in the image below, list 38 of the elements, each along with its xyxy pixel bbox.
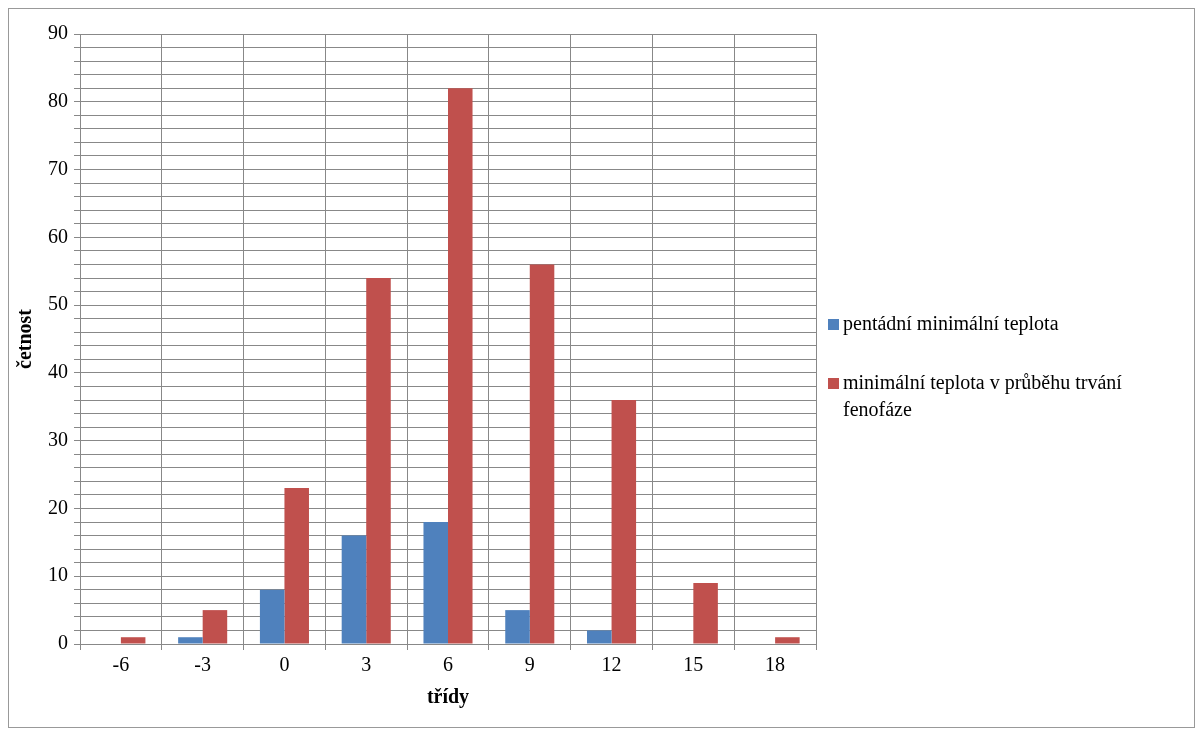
y-axis-title: četnost — [13, 308, 36, 369]
x-tick-label: 6 — [443, 653, 453, 676]
legend-label: pentádní minimální teplota — [843, 311, 1059, 337]
y-tick-label: 80 — [48, 89, 68, 112]
bar — [693, 583, 718, 644]
bar — [611, 400, 637, 644]
y-tick-label: 60 — [48, 224, 68, 247]
bar — [587, 630, 612, 644]
x-tick-label: -6 — [112, 653, 130, 676]
x-tick-label: 18 — [765, 653, 786, 676]
x-tick-label: 15 — [683, 653, 704, 676]
bar — [341, 535, 367, 644]
x-axis-title: třídy — [426, 685, 470, 709]
bar — [284, 488, 309, 644]
bar — [423, 522, 448, 644]
bar — [505, 610, 530, 644]
y-tick-label: 50 — [48, 292, 68, 315]
x-tick-label: 3 — [361, 653, 372, 676]
x-tick-label: 12 — [601, 653, 622, 676]
x-tick-label: -3 — [194, 653, 211, 676]
y-tick-label: 20 — [48, 495, 68, 518]
y-tick-label: 10 — [48, 563, 68, 586]
x-tick-label: 0 — [279, 653, 290, 676]
bar — [775, 637, 800, 644]
bar — [178, 637, 203, 644]
legend-label: minimální teplota v průběhu trvání fenofáze — [843, 370, 1123, 422]
bar — [529, 264, 555, 644]
y-tick-label: 0 — [58, 631, 68, 654]
bar — [202, 610, 228, 644]
bar — [259, 589, 285, 644]
bar — [366, 278, 391, 644]
y-tick-label: 90 — [48, 21, 68, 44]
y-tick-label: 30 — [48, 427, 68, 450]
y-tick-label: 40 — [48, 360, 68, 383]
bar — [448, 88, 473, 644]
bar — [120, 637, 146, 644]
x-tick-label: 9 — [524, 653, 535, 676]
y-tick-label: 70 — [48, 156, 68, 179]
